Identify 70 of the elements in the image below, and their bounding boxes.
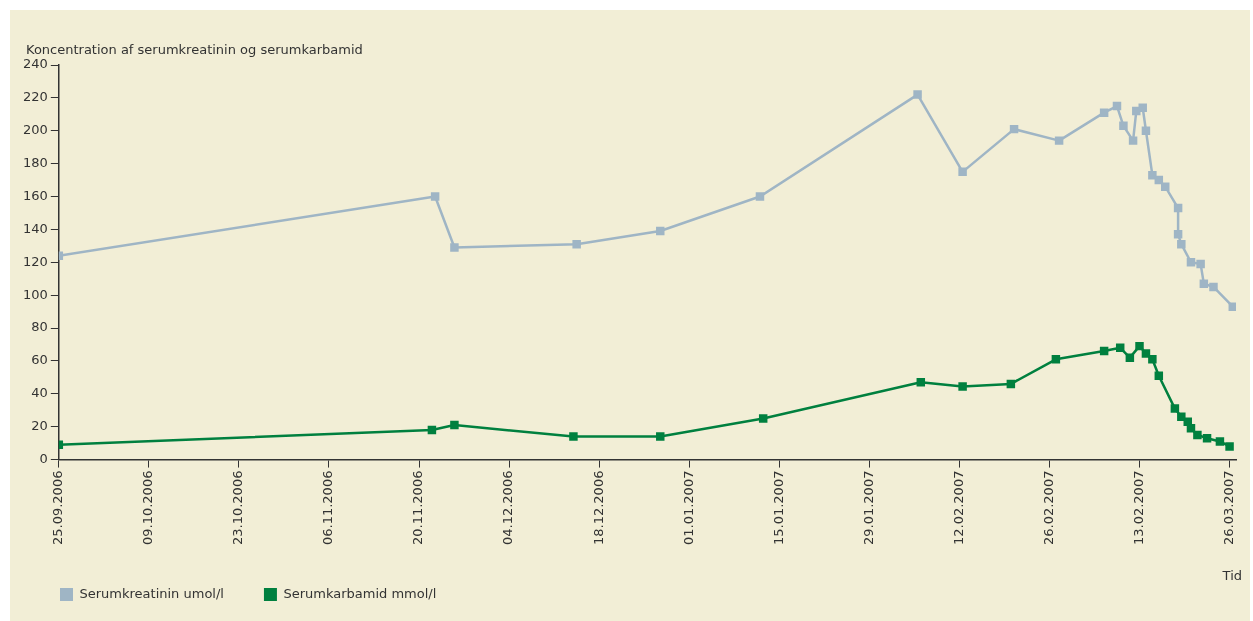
y-tick-label: 240	[22, 56, 48, 72]
point	[916, 378, 926, 387]
y-tick-label: 160	[22, 187, 48, 203]
point	[1119, 121, 1128, 131]
point	[1161, 182, 1170, 191]
y-axis-title: Koncentration af serumkreatinin og serumkarbamid	[26, 42, 363, 57]
point	[430, 192, 440, 201]
point	[1215, 437, 1225, 446]
x-tick-label: 25.09.2006	[50, 470, 66, 545]
x-tick-label: 20.11.2006	[410, 470, 426, 545]
y-tick-label: 0	[39, 450, 48, 466]
point	[1138, 103, 1147, 112]
x-tick-label: 29.01.2007	[860, 470, 876, 545]
point	[1148, 355, 1157, 364]
x-tick-label: 12.02.2007	[950, 470, 966, 545]
point	[1225, 442, 1234, 451]
point	[958, 382, 967, 391]
point	[1209, 282, 1218, 292]
point	[1054, 136, 1064, 145]
y-tick-label: 200	[22, 122, 48, 138]
point	[1177, 412, 1186, 422]
point	[913, 90, 922, 99]
x-tick-label: 26.03.2007	[1220, 470, 1236, 545]
y-tick-label: 180	[22, 155, 48, 171]
point	[1154, 371, 1164, 380]
y-tick-label: 80	[31, 319, 48, 335]
x-tick-label: 13.02.2007	[1130, 470, 1146, 545]
point	[1135, 341, 1144, 351]
y-tick-label: 140	[22, 220, 48, 236]
x-tick-label: 26.02.2007	[1040, 470, 1056, 545]
point	[1141, 349, 1151, 358]
point	[755, 192, 765, 201]
point	[758, 414, 768, 423]
x-tick-label: 06.11.2006	[320, 470, 336, 545]
point	[1128, 136, 1138, 145]
point	[1228, 302, 1236, 311]
point	[1177, 239, 1186, 249]
point	[958, 167, 967, 177]
y-tick-label: 120	[22, 253, 48, 269]
point	[450, 243, 459, 252]
y-tick-label: 20	[31, 418, 48, 434]
y-tick-label: 220	[22, 89, 48, 105]
point	[1051, 355, 1061, 364]
point	[1193, 430, 1202, 440]
legend-label: Serumkreatinin umol/l	[79, 585, 224, 601]
point	[656, 432, 665, 441]
x-axis-title: Tid	[1222, 568, 1242, 583]
point	[1199, 279, 1209, 288]
y-tick-label: 100	[22, 286, 48, 302]
y-tick-label: 40	[31, 385, 48, 401]
y-tick-label: 60	[31, 352, 48, 368]
point	[1186, 258, 1196, 267]
x-tick-label: 09.10.2006	[140, 470, 156, 545]
x-tick-label: 01.01.2007	[680, 470, 696, 545]
point	[572, 239, 581, 249]
point	[1148, 170, 1157, 180]
x-tick-label: 18.12.2006	[590, 470, 606, 545]
point	[1099, 108, 1109, 117]
point	[1125, 353, 1135, 362]
point	[1196, 259, 1205, 269]
x-tick-label: 23.10.2006	[230, 470, 246, 545]
point	[1173, 230, 1183, 239]
point	[569, 432, 578, 441]
legend-label: Serumkarbamid mmol/l	[283, 585, 437, 601]
point	[1170, 404, 1180, 413]
x-tick-label: 15.01.2007	[770, 470, 786, 545]
x-tick-label: 04.12.2006	[500, 470, 516, 545]
point	[656, 226, 665, 236]
point	[1186, 424, 1196, 433]
point	[450, 420, 459, 430]
